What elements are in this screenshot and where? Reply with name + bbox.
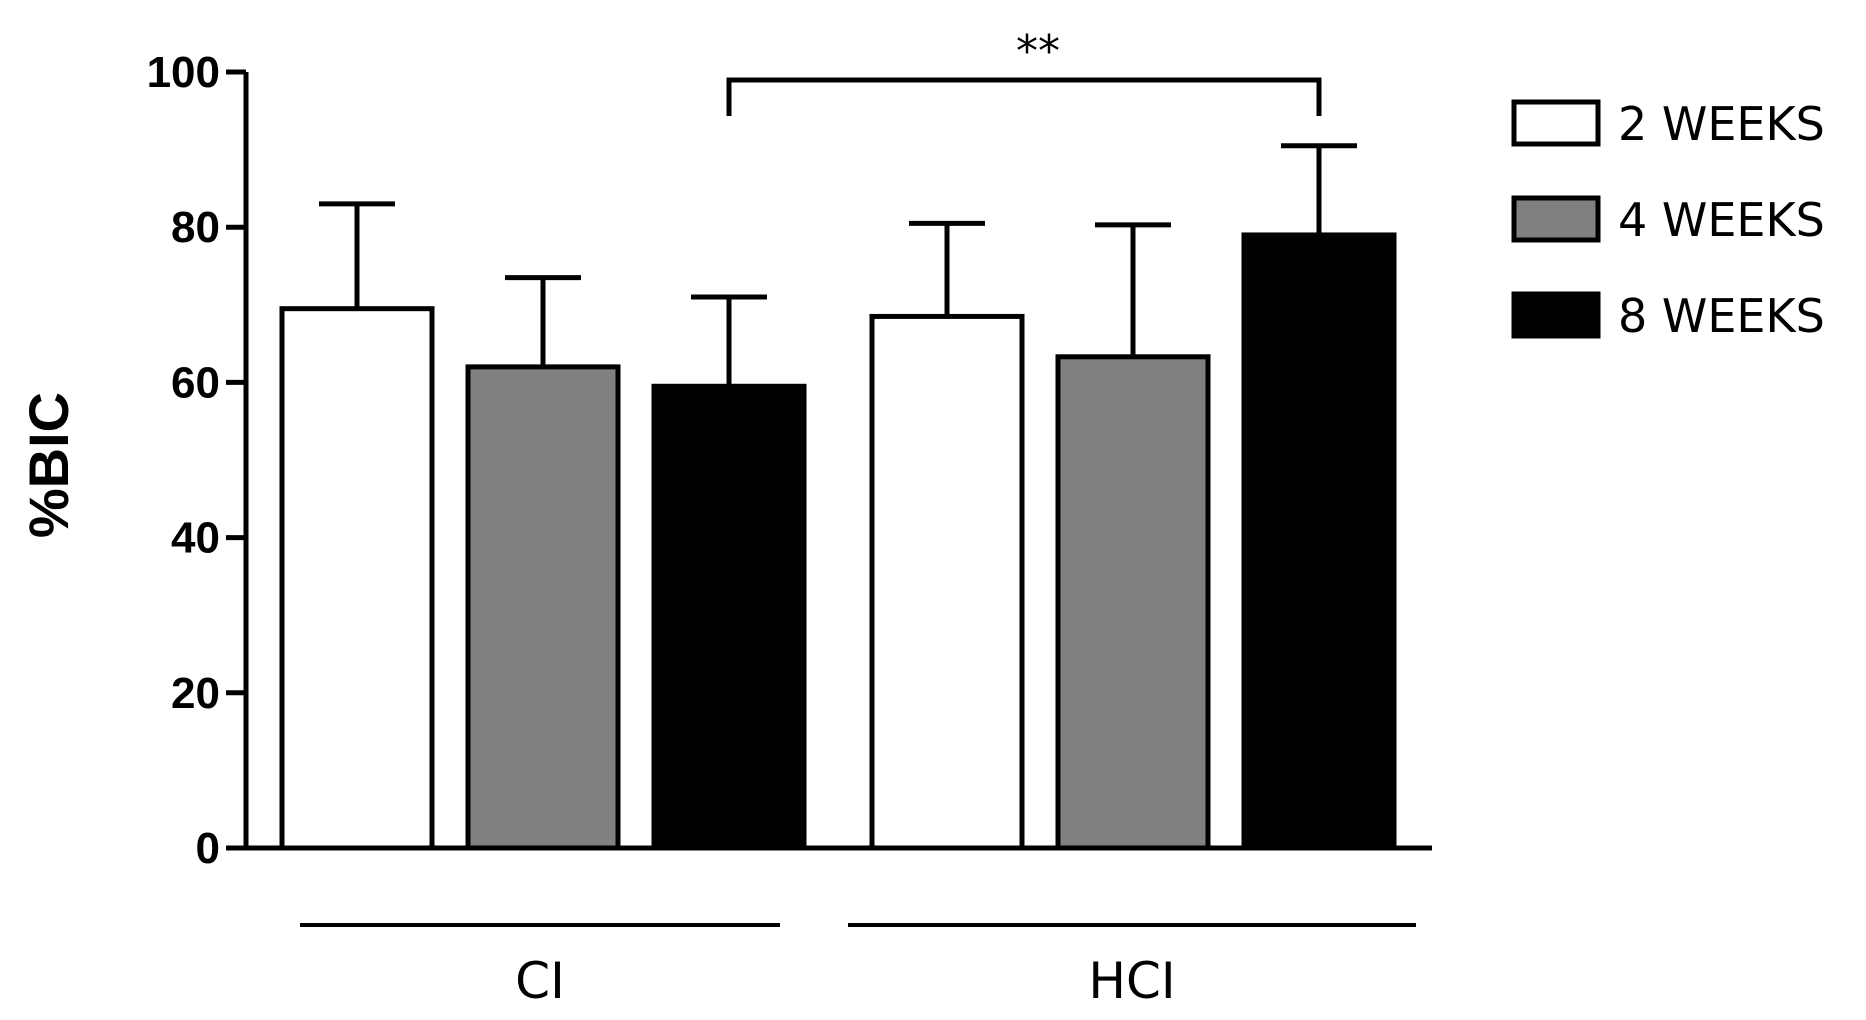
y-tick-label: 20 bbox=[171, 669, 220, 718]
group-axis: CI HCI bbox=[300, 923, 1416, 1010]
bar-hci-1 bbox=[869, 313, 1025, 851]
legend-swatch-3 bbox=[1511, 291, 1601, 339]
significance-label: ** bbox=[1016, 26, 1060, 77]
legend-label-3: 8 WEEKS bbox=[1618, 289, 1825, 343]
y-axis-title: %BIC bbox=[17, 392, 80, 538]
y-tick-label: 60 bbox=[171, 358, 220, 407]
bars-layer bbox=[279, 232, 1397, 851]
y-tick-label: 40 bbox=[171, 514, 220, 563]
bar-ci-3 bbox=[651, 383, 807, 851]
group-label-hci: HCI bbox=[1088, 952, 1175, 1010]
legend-swatch-1 bbox=[1511, 99, 1601, 147]
bar-hci-3 bbox=[1241, 232, 1397, 851]
y-tick-label: 100 bbox=[147, 48, 220, 97]
legend: 2 WEEKS 4 WEEKS 8 WEEKS bbox=[1511, 97, 1825, 343]
legend-label-1: 2 WEEKS bbox=[1618, 97, 1825, 151]
significance-bracket: ** bbox=[726, 26, 1322, 116]
bar-ci-2 bbox=[465, 364, 621, 851]
y-axis: 0 20 40 60 80 100 bbox=[147, 48, 1432, 873]
error-bars-layer bbox=[319, 143, 1357, 387]
bar-hci-2 bbox=[1055, 354, 1211, 851]
y-tick-label: 80 bbox=[171, 203, 220, 252]
bar-ci-1 bbox=[279, 306, 435, 851]
legend-label-2: 4 WEEKS bbox=[1618, 193, 1825, 247]
legend-swatch-2 bbox=[1511, 195, 1601, 243]
significance-bracket-line bbox=[726, 77, 1322, 116]
group-label-ci: CI bbox=[515, 952, 565, 1010]
y-tick-label: 0 bbox=[196, 824, 220, 873]
